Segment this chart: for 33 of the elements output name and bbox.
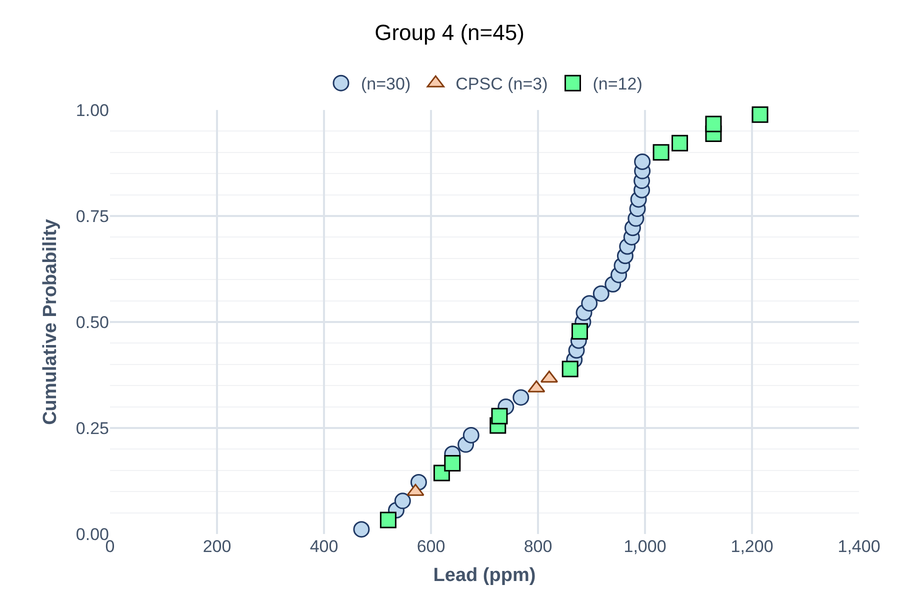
x-tick-label: 1,000 <box>624 537 666 556</box>
point <box>444 454 461 472</box>
point <box>705 116 722 132</box>
point <box>512 389 530 406</box>
point <box>581 295 598 312</box>
x-tick-label: 200 <box>202 537 232 556</box>
y-tick-label: 0.75 <box>76 206 109 226</box>
x-tick-label: 1,400 <box>838 537 880 556</box>
legend-label: (n=30) <box>361 74 411 94</box>
y-tick-label: 1.00 <box>76 100 109 120</box>
point <box>380 512 396 528</box>
point <box>752 106 768 123</box>
x-tick-label: 400 <box>310 537 338 556</box>
chart-title: Group 4 (n=45) <box>374 20 524 45</box>
x-tick-label: 1,200 <box>730 537 774 556</box>
point <box>394 492 411 510</box>
x-axis-title: Lead (ppm) <box>433 564 536 586</box>
point <box>672 134 688 152</box>
y-axis-title: Cumulative Probability <box>40 218 61 425</box>
y-tick-label: 0.50 <box>76 312 109 332</box>
x-tick-label: 600 <box>416 537 446 556</box>
legend-label: CPSC (n=3) <box>456 74 548 94</box>
point <box>353 521 370 538</box>
y-tick-label: 0.25 <box>76 418 109 438</box>
legend-label: (n=12) <box>592 74 642 94</box>
x-tick-label: 800 <box>524 537 552 556</box>
point <box>491 408 508 424</box>
point <box>592 285 610 302</box>
point <box>634 153 651 170</box>
point <box>462 426 480 444</box>
point <box>652 144 670 161</box>
point <box>571 323 588 340</box>
point <box>562 360 578 378</box>
